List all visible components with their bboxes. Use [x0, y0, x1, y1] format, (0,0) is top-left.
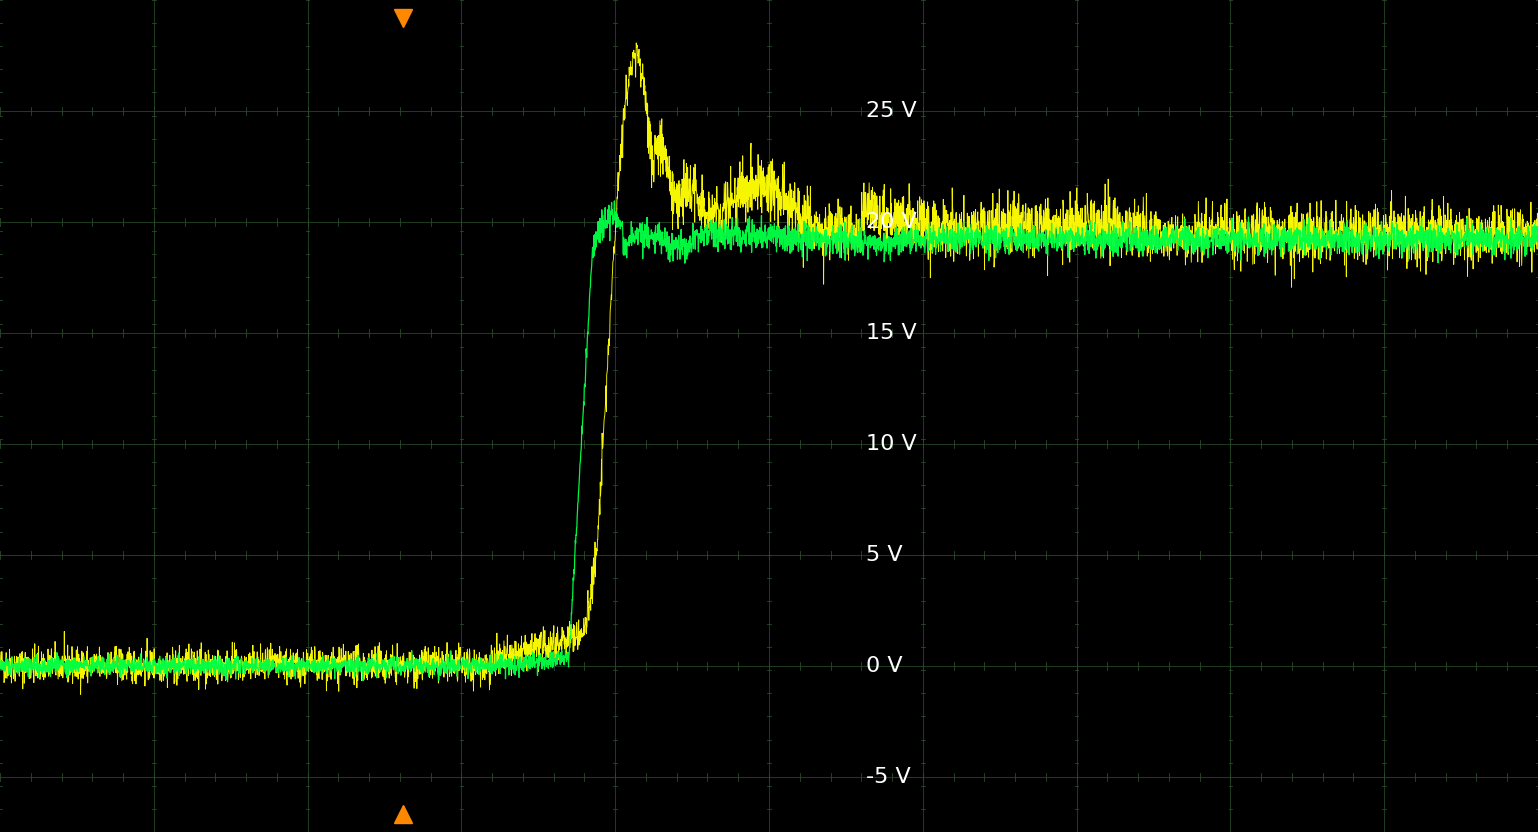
Text: 20 V: 20 V	[866, 212, 917, 232]
Text: 0 V: 0 V	[866, 656, 903, 676]
Text: 15 V: 15 V	[866, 323, 917, 343]
Text: -5 V: -5 V	[866, 766, 910, 786]
Text: 10 V: 10 V	[866, 433, 917, 453]
Text: 5 V: 5 V	[866, 545, 903, 565]
Text: 25 V: 25 V	[866, 101, 917, 121]
